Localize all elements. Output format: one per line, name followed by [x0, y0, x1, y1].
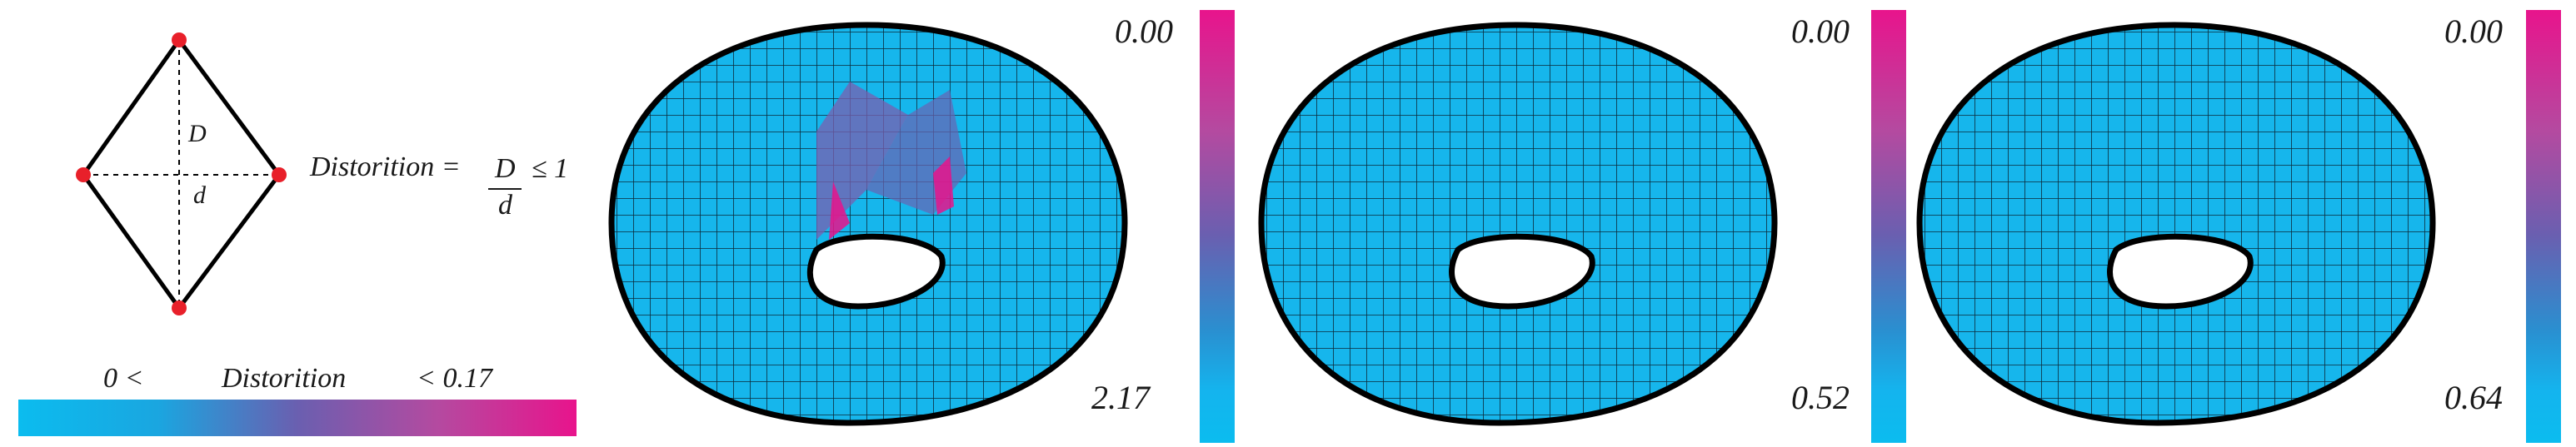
colorbar-1: [1200, 10, 1235, 443]
formula-lhs: Distorition =: [310, 151, 461, 182]
formula-rhs: ≤ 1: [532, 153, 569, 184]
panel-2-bottom-value: 0.52: [1791, 379, 1850, 416]
formula-numerator: D: [495, 153, 516, 184]
rhombus-diagram: [76, 32, 287, 315]
range-colorbar: [18, 400, 577, 436]
fraction-bar: [488, 188, 522, 190]
colorbar-3: [2526, 10, 2561, 443]
panel-3-bottom-value: 0.64: [2444, 379, 2503, 416]
range-label: Distorition: [222, 363, 347, 394]
label-d: d: [193, 181, 206, 209]
vertex-bottom: [172, 300, 187, 315]
range-high: < 0.17: [417, 363, 492, 394]
panel-1-bottom-value: 2.17: [1091, 379, 1150, 416]
formula-denominator: d: [498, 190, 512, 221]
vertex-left: [76, 167, 91, 182]
torus-2: [1258, 22, 1778, 426]
panel-1-top-value: 0.00: [1115, 12, 1173, 50]
label-D: D: [188, 120, 207, 147]
rhombus-outline: [80, 36, 282, 312]
range-low: 0 <: [103, 363, 144, 394]
torus-3: [1916, 22, 2436, 426]
colorbar-2: [1871, 10, 1906, 443]
panel-3-top-value: 0.00: [2444, 12, 2503, 50]
vertex-right: [272, 167, 287, 182]
torus-1: [608, 22, 1128, 426]
panel-2-top-value: 0.00: [1791, 12, 1850, 50]
vertex-top: [172, 32, 187, 47]
